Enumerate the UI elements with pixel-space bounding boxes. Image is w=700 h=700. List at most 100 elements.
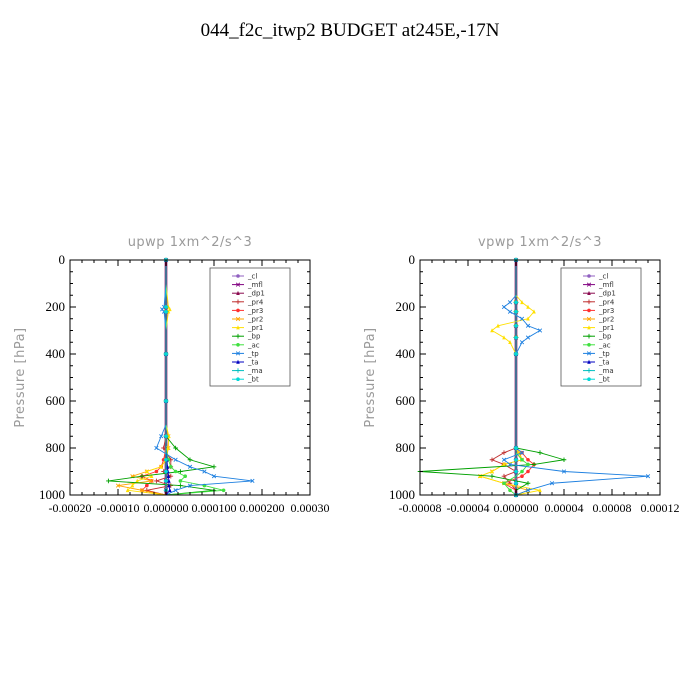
y-tick-label: 1000 bbox=[39, 487, 65, 502]
series-tp-point bbox=[187, 464, 193, 469]
series-bp-point bbox=[561, 457, 567, 463]
x-tick-label: 0.00004 bbox=[545, 501, 584, 515]
series-pr3-point bbox=[526, 469, 530, 474]
panel-title: upwp 1xm^2/s^3 bbox=[128, 235, 253, 250]
legend-item-ta-label: _ta bbox=[247, 359, 259, 367]
series-tp-point bbox=[173, 457, 178, 462]
legend-item-tp-point bbox=[586, 351, 592, 356]
series-tp-point bbox=[211, 474, 217, 479]
series-bp-point bbox=[106, 478, 111, 484]
series-tp-point bbox=[154, 445, 159, 451]
series-ta-point bbox=[167, 483, 171, 488]
series-pr1-point bbox=[502, 335, 506, 340]
series-bt-point bbox=[514, 446, 518, 450]
legend-box bbox=[560, 267, 642, 387]
series-tp-point bbox=[507, 462, 513, 467]
series-pr1-point bbox=[167, 433, 171, 439]
series-ac-point bbox=[520, 469, 524, 474]
series-bt-point bbox=[514, 335, 518, 340]
series-bt-point bbox=[164, 457, 168, 462]
legend-item-pr1-point bbox=[236, 325, 240, 330]
series-pr2-point bbox=[149, 478, 154, 484]
series-tp-point bbox=[525, 335, 531, 340]
series-bp-point bbox=[178, 469, 183, 474]
legend-item-pr1-label: _pr1 bbox=[247, 324, 263, 332]
series-ac-point bbox=[502, 481, 506, 486]
legend-item-pr4-point bbox=[235, 299, 241, 305]
y-tick-label: 800 bbox=[46, 440, 66, 455]
series-ta-point bbox=[168, 488, 172, 493]
series-tp-point bbox=[159, 434, 164, 439]
series-pr2-line bbox=[117, 260, 169, 496]
x-tick-label: -0.00004 bbox=[447, 501, 490, 515]
legend-item-dp1-label: _dp1 bbox=[247, 290, 265, 298]
legend-item-tp-label: _tp bbox=[598, 350, 610, 358]
series-pr1-point bbox=[135, 478, 139, 483]
series-ac-point bbox=[173, 469, 178, 474]
legend-item-ta-point bbox=[587, 359, 591, 364]
series-tp-point bbox=[501, 457, 507, 462]
legend-item-dp1-point bbox=[236, 290, 240, 295]
series-bt-point bbox=[164, 399, 168, 403]
series-ta-point bbox=[166, 473, 171, 478]
series-bt-point bbox=[514, 481, 518, 486]
series-bt-point bbox=[164, 434, 168, 439]
series-pr1-point bbox=[168, 307, 172, 312]
legend-item-ac-point bbox=[236, 343, 240, 347]
series-tp-point bbox=[519, 450, 525, 455]
legend-item-tp-label: _tp bbox=[247, 350, 259, 358]
legend-item-mfl-label: _mfl bbox=[598, 281, 614, 289]
legend-item-ta-label: _ta bbox=[598, 359, 610, 367]
series-bp-point bbox=[531, 462, 537, 467]
series-ac-point bbox=[169, 465, 173, 469]
legend-box bbox=[209, 267, 291, 387]
series-ta-point bbox=[167, 478, 171, 483]
legend-item-mfl-point bbox=[235, 282, 241, 287]
y-tick-label: 400 bbox=[396, 346, 416, 361]
panel-title: vpwp 1xm^2/s^3 bbox=[478, 235, 602, 250]
legend-item-ac-label: _ac bbox=[247, 341, 260, 349]
series-ac-point bbox=[526, 462, 530, 467]
series-ac-point bbox=[221, 488, 226, 493]
x-tick-label: 0.00008 bbox=[593, 501, 632, 515]
legend: _cl_mfl_dp1_pr4_pr3_pr2_pr1_bp_ac_tp_ta_… bbox=[560, 267, 642, 387]
x-tick-label: 0.000000 bbox=[494, 501, 539, 515]
series-bp-point bbox=[178, 483, 183, 488]
series-pr4-point bbox=[501, 473, 507, 479]
series-bt-point bbox=[514, 469, 518, 474]
legend-item-pr2-label: _pr2 bbox=[247, 316, 263, 324]
series-tp-point bbox=[202, 469, 207, 474]
series-pr1-point bbox=[145, 469, 149, 474]
series-tp-point bbox=[537, 328, 543, 333]
x-tick-label: 0.00012 bbox=[641, 501, 680, 515]
series-bt-point bbox=[514, 324, 518, 328]
series-pr4-point bbox=[154, 478, 159, 484]
series-tp-point bbox=[501, 304, 507, 310]
series-pr1-point bbox=[149, 473, 154, 478]
series-pr1-point bbox=[490, 328, 494, 333]
x-tick-label: 0.000200 bbox=[240, 501, 285, 515]
y-tick-label: 600 bbox=[46, 393, 66, 408]
chart-panel-upwp: upwp 1xm^2/s^3 Pressure [hPa] 0 200 400 600 80… bbox=[13, 235, 330, 515]
series-pr1-point bbox=[520, 300, 524, 305]
legend-item-ta-point bbox=[236, 359, 240, 364]
legend-item-dp1-point bbox=[587, 290, 591, 295]
legend-item-bt-point bbox=[236, 377, 240, 382]
legend-item-cl-label: _cl bbox=[247, 273, 257, 281]
series-pr1-line bbox=[478, 260, 541, 496]
y-tick-label: 800 bbox=[396, 440, 416, 455]
legend-item-dp1-label: _dp1 bbox=[598, 290, 616, 298]
legend-item-pr3-label: _pr3 bbox=[598, 307, 614, 315]
x-tick-label: 0.00030 bbox=[291, 501, 330, 515]
series-pr1-point bbox=[159, 464, 163, 469]
series-ac-point bbox=[520, 457, 524, 462]
legend-item-ma-point bbox=[586, 368, 592, 373]
legend-item-cl-point bbox=[236, 274, 240, 278]
series-pr1-point bbox=[166, 445, 170, 450]
series-pr3-point bbox=[520, 474, 524, 479]
legend-item-bt-point bbox=[587, 377, 591, 382]
series-tp-point bbox=[525, 488, 531, 493]
series-bt-point bbox=[514, 352, 518, 356]
series-bt-point bbox=[164, 309, 168, 314]
series-ta-point bbox=[165, 464, 170, 469]
